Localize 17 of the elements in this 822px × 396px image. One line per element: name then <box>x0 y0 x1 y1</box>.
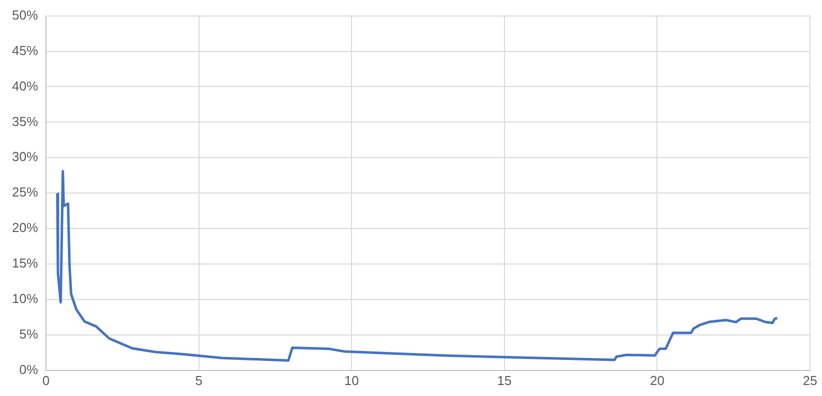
y-tick-label: 50% <box>12 7 38 22</box>
y-tick-label: 35% <box>12 114 38 129</box>
x-tick-label: 0 <box>42 372 50 388</box>
y-tick-label: 0% <box>19 362 38 377</box>
y-tick-label: 30% <box>12 149 38 164</box>
x-tick-label: 5 <box>195 372 202 388</box>
x-tick-label: 10 <box>344 372 359 388</box>
x-tick-label: 20 <box>650 372 664 388</box>
y-tick-label: 15% <box>12 256 38 271</box>
y-tick-label: 40% <box>12 78 38 94</box>
x-tick-label: 15 <box>497 372 512 388</box>
y-tick-label: 10% <box>12 291 38 306</box>
y-tick-label: 25% <box>12 184 38 200</box>
y-tick-label: 20% <box>12 220 38 236</box>
y-tick-label: 45% <box>12 42 38 58</box>
y-tick-label: 5% <box>19 326 38 342</box>
x-tick-label: 25 <box>802 372 818 388</box>
